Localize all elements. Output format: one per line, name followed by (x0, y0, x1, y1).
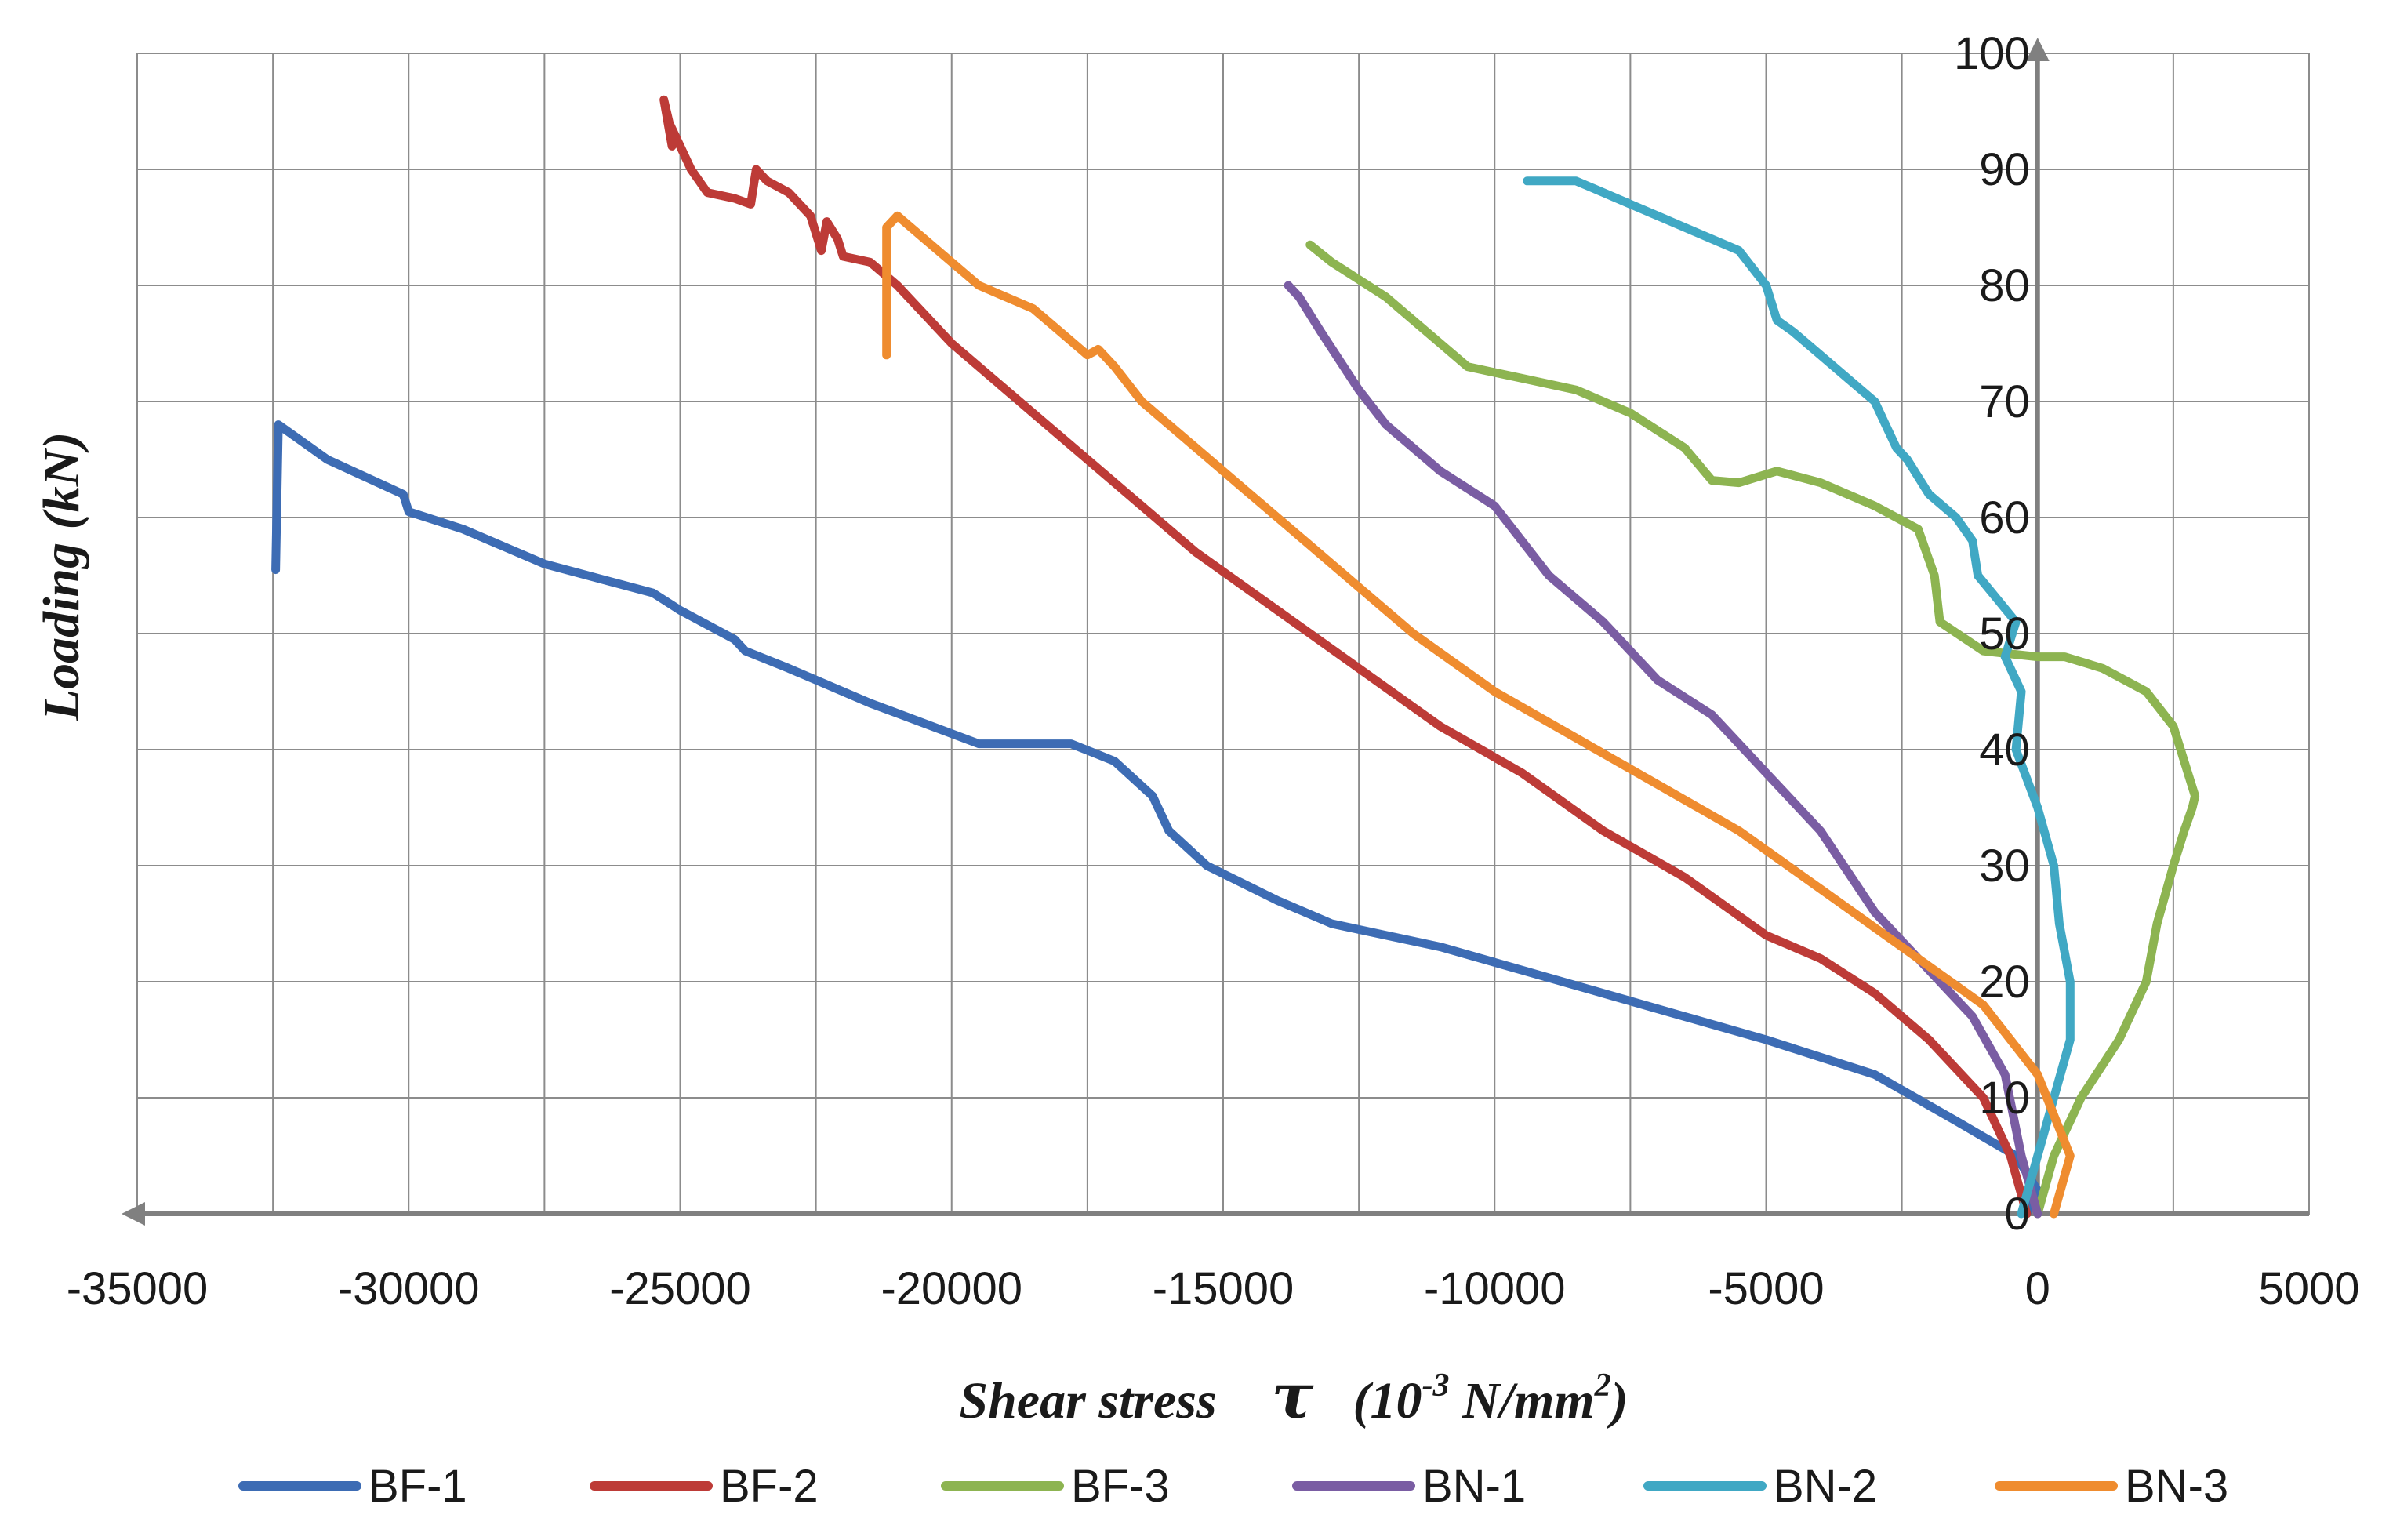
legend-label-bf-2: BF-2 (720, 1461, 819, 1512)
series-line-bn-3 (882, 211, 2075, 1219)
x-tick-label: -30000 (338, 1263, 480, 1314)
x-tick-label: -10000 (1424, 1263, 1566, 1314)
series-line-bf-2 (659, 95, 2032, 1219)
y-tick-label: 60 (1979, 492, 2030, 543)
y-tick-label: 40 (1979, 725, 2030, 775)
y-tick-label: 100 (1954, 28, 2030, 79)
x-tick-label: -35000 (67, 1263, 209, 1314)
x-tick-label: -15000 (1153, 1263, 1294, 1314)
x-axis-title-unit-open: (10 (1353, 1372, 1422, 1429)
x-tick-label: 0 (2025, 1263, 2050, 1314)
y-tick-label: 80 (1979, 260, 2030, 311)
y-tick-label: 50 (1979, 608, 2030, 659)
x-tick-label: -20000 (881, 1263, 1022, 1314)
y-tick-label: 30 (1979, 841, 2030, 892)
x-tick-label: -5000 (1708, 1263, 1824, 1314)
x-axis-title-prefix: Shear stress (959, 1372, 1216, 1429)
y-tick-label: 20 (1979, 957, 2030, 1008)
x-axis-title-unit-mid: N/mm (1449, 1372, 1594, 1429)
series-line-bn-1 (1284, 281, 2042, 1219)
series-line-bf-1 (271, 420, 2042, 1219)
x-axis-title-unit-exp: -3 (1422, 1367, 1449, 1404)
y-tick-label: 90 (1979, 144, 2030, 195)
x-axis-title-unit-exp2: 2 (1594, 1367, 1611, 1404)
legend-label-bn-1: BN-1 (1422, 1461, 1526, 1512)
y-tick-label: 0 (2004, 1189, 2029, 1240)
x-axis-title: Shear stress τ (10-3 N/mm2) (959, 1359, 1628, 1433)
series-line-bn-2 (1523, 176, 2075, 1219)
x-tick-label: 5000 (2258, 1263, 2359, 1314)
x-tick-label: -25000 (609, 1263, 751, 1314)
y-axis-title: Loading (kN) (33, 432, 90, 721)
y-tick-label: 70 (1979, 376, 2030, 427)
legend-label-bn-3: BN-3 (2125, 1461, 2228, 1512)
legend: BF-1 BF-2 BF-3 BN-1 BN-2 BN-3 (238, 1461, 2228, 1512)
legend-label-bf-1: BF-1 (369, 1461, 467, 1512)
y-tick-label: 10 (1979, 1073, 2030, 1124)
legend-label-bn-2: BN-2 (1774, 1461, 1877, 1512)
series-line-bf-3 (1305, 240, 2200, 1219)
legend-label-bf-3: BF-3 (1071, 1461, 1170, 1512)
x-axis-title-unit-close: ) (1607, 1372, 1629, 1429)
x-axis-title-symbol: τ (1272, 1359, 1314, 1433)
